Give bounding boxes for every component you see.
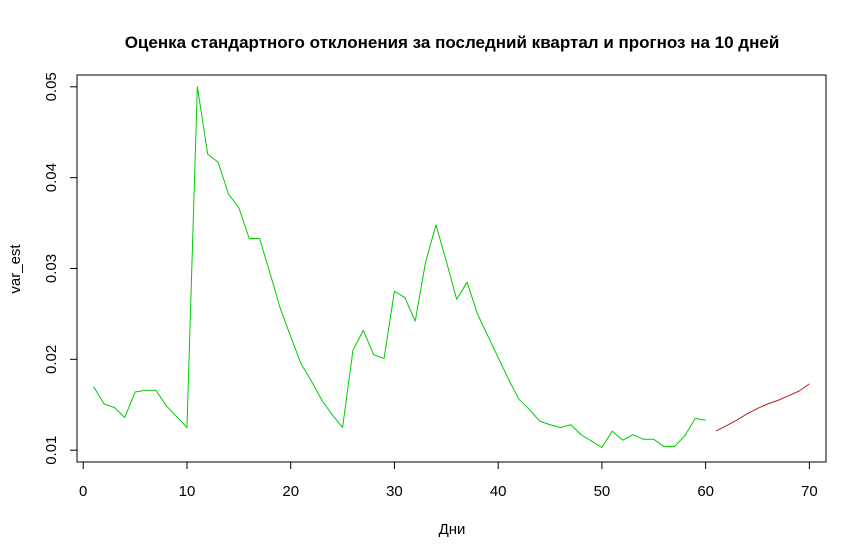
chart-title: Оценка стандартного отклонения за послед…	[125, 33, 780, 52]
x-tick-label: 30	[386, 483, 403, 500]
x-axis-label: Дни	[439, 521, 466, 538]
plot-area-border	[76, 74, 827, 463]
series-line-estimate	[93, 86, 706, 448]
y-tick-label: 0.03	[43, 254, 60, 283]
y-tick-label: 0.04	[43, 163, 60, 192]
series-line-forecast	[715, 383, 810, 432]
y-axis-label: var_est	[7, 244, 24, 294]
x-tick-label: 40	[490, 483, 507, 500]
x-tick-label: 0	[79, 483, 87, 500]
x-tick-label: 10	[179, 483, 196, 500]
y-axis: 0.01 0.02 0.03 0.04 0.05	[43, 72, 78, 465]
x-axis: 0 10 20 30 40 50 60 70	[79, 461, 818, 500]
series-layer	[93, 86, 810, 448]
x-tick-label: 70	[801, 483, 818, 500]
y-tick-label: 0.01	[43, 436, 60, 465]
y-tick-label: 0.02	[43, 345, 60, 374]
x-tick-label: 50	[594, 483, 611, 500]
x-tick-label: 60	[697, 483, 714, 500]
y-tick-label: 0.05	[43, 72, 60, 101]
x-tick-label: 20	[282, 483, 299, 500]
